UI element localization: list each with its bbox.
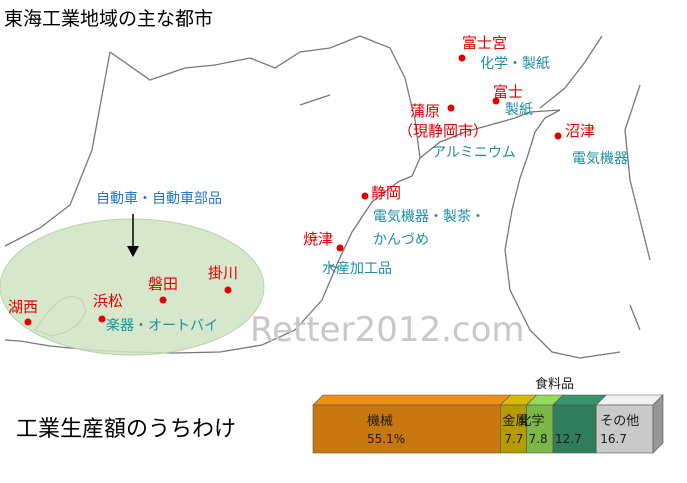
watermark-text: Retter2012.com bbox=[250, 310, 525, 350]
city-marker bbox=[447, 104, 455, 112]
city-yaizu: 焼津 水産加工品 bbox=[303, 230, 392, 277]
bar-side-face bbox=[652, 394, 664, 454]
city-fujinomiya: 富士宮 化学・製紙 bbox=[458, 34, 550, 72]
city-name: 沼津 bbox=[565, 122, 595, 140]
city-industry: 電気機器・製茶・ bbox=[373, 209, 485, 225]
stacked-bar-chart: 機械 55.1% 金属 7.7 化学 7.8 食料品 12.7 その他 16.7 bbox=[312, 376, 664, 454]
city-marker bbox=[554, 132, 562, 140]
city-shizuoka: 静岡 電気機器・製茶・ かんづめ bbox=[361, 184, 485, 248]
city-industry-2: かんづめ bbox=[373, 232, 429, 248]
city-marker bbox=[159, 296, 167, 304]
city-industry: 水産加工品 bbox=[322, 261, 392, 277]
city-marker bbox=[336, 244, 344, 252]
city-name: 浜松 bbox=[93, 292, 123, 310]
segment-value: 12.7 bbox=[555, 432, 582, 446]
segment-value: 7.8 bbox=[529, 432, 548, 446]
bar-segment-top bbox=[595, 394, 664, 406]
segment-label: 化学 bbox=[519, 413, 545, 429]
city-marker bbox=[98, 315, 106, 323]
city-name: 湖西 bbox=[8, 298, 38, 316]
city-subtitle: （現静岡市） bbox=[398, 122, 488, 140]
city-industry: 化学・製紙 bbox=[480, 56, 550, 72]
city-name: 磐田 bbox=[148, 275, 178, 293]
arrow-head-icon bbox=[127, 246, 139, 257]
segment-value: 55.1% bbox=[367, 432, 405, 446]
city-marker bbox=[361, 192, 369, 200]
city-name: 富士 bbox=[493, 83, 523, 101]
city-iwata: 磐田 bbox=[148, 275, 178, 304]
city-name: 掛川 bbox=[208, 264, 238, 282]
segment-value: 16.7 bbox=[600, 432, 627, 446]
segment-label: その他 bbox=[600, 414, 639, 429]
city-marker bbox=[458, 54, 466, 62]
city-marker bbox=[492, 97, 500, 105]
city-fuji: 富士 製紙 bbox=[492, 83, 533, 118]
city-numazu: 沼津 電気機器 bbox=[554, 122, 628, 167]
bar-segment bbox=[552, 404, 597, 454]
city-industry: アルミニウム bbox=[432, 145, 516, 161]
city-hamamatsu: 浜松 楽器・オートバイ bbox=[93, 292, 218, 334]
segment-label: 食料品 bbox=[535, 376, 574, 392]
city-kosai: 湖西 bbox=[8, 298, 38, 326]
segment-value: 7.7 bbox=[504, 432, 523, 446]
map-title: 東海工業地域の主な都市 bbox=[4, 8, 213, 30]
bar-segment bbox=[526, 404, 554, 454]
city-name: 富士宮 bbox=[462, 34, 507, 52]
chart-title: 工業生産額のうちわけ bbox=[16, 417, 236, 442]
city-name: 焼津 bbox=[303, 230, 333, 248]
city-name: 蒲原 bbox=[410, 102, 440, 120]
city-kakegawa: 掛川 bbox=[208, 264, 238, 294]
city-name: 静岡 bbox=[371, 184, 401, 202]
annotation-label: 自動車・自動車部品 bbox=[96, 190, 222, 207]
segment-label: 機械 bbox=[367, 414, 393, 429]
bar-segment bbox=[595, 404, 654, 454]
city-marker bbox=[224, 286, 232, 294]
city-kanbara: 蒲原 （現静岡市） アルミニウム bbox=[398, 102, 516, 161]
bar-segment-top bbox=[312, 394, 512, 406]
city-marker bbox=[24, 318, 32, 326]
city-industry: 楽器・オートバイ bbox=[106, 318, 218, 334]
industrial-area-ellipse bbox=[0, 218, 265, 356]
city-industry: 製紙 bbox=[505, 102, 533, 118]
city-industry: 電気機器 bbox=[572, 151, 628, 167]
segment-label: 金属 bbox=[502, 413, 528, 429]
bar-segment bbox=[312, 404, 501, 454]
